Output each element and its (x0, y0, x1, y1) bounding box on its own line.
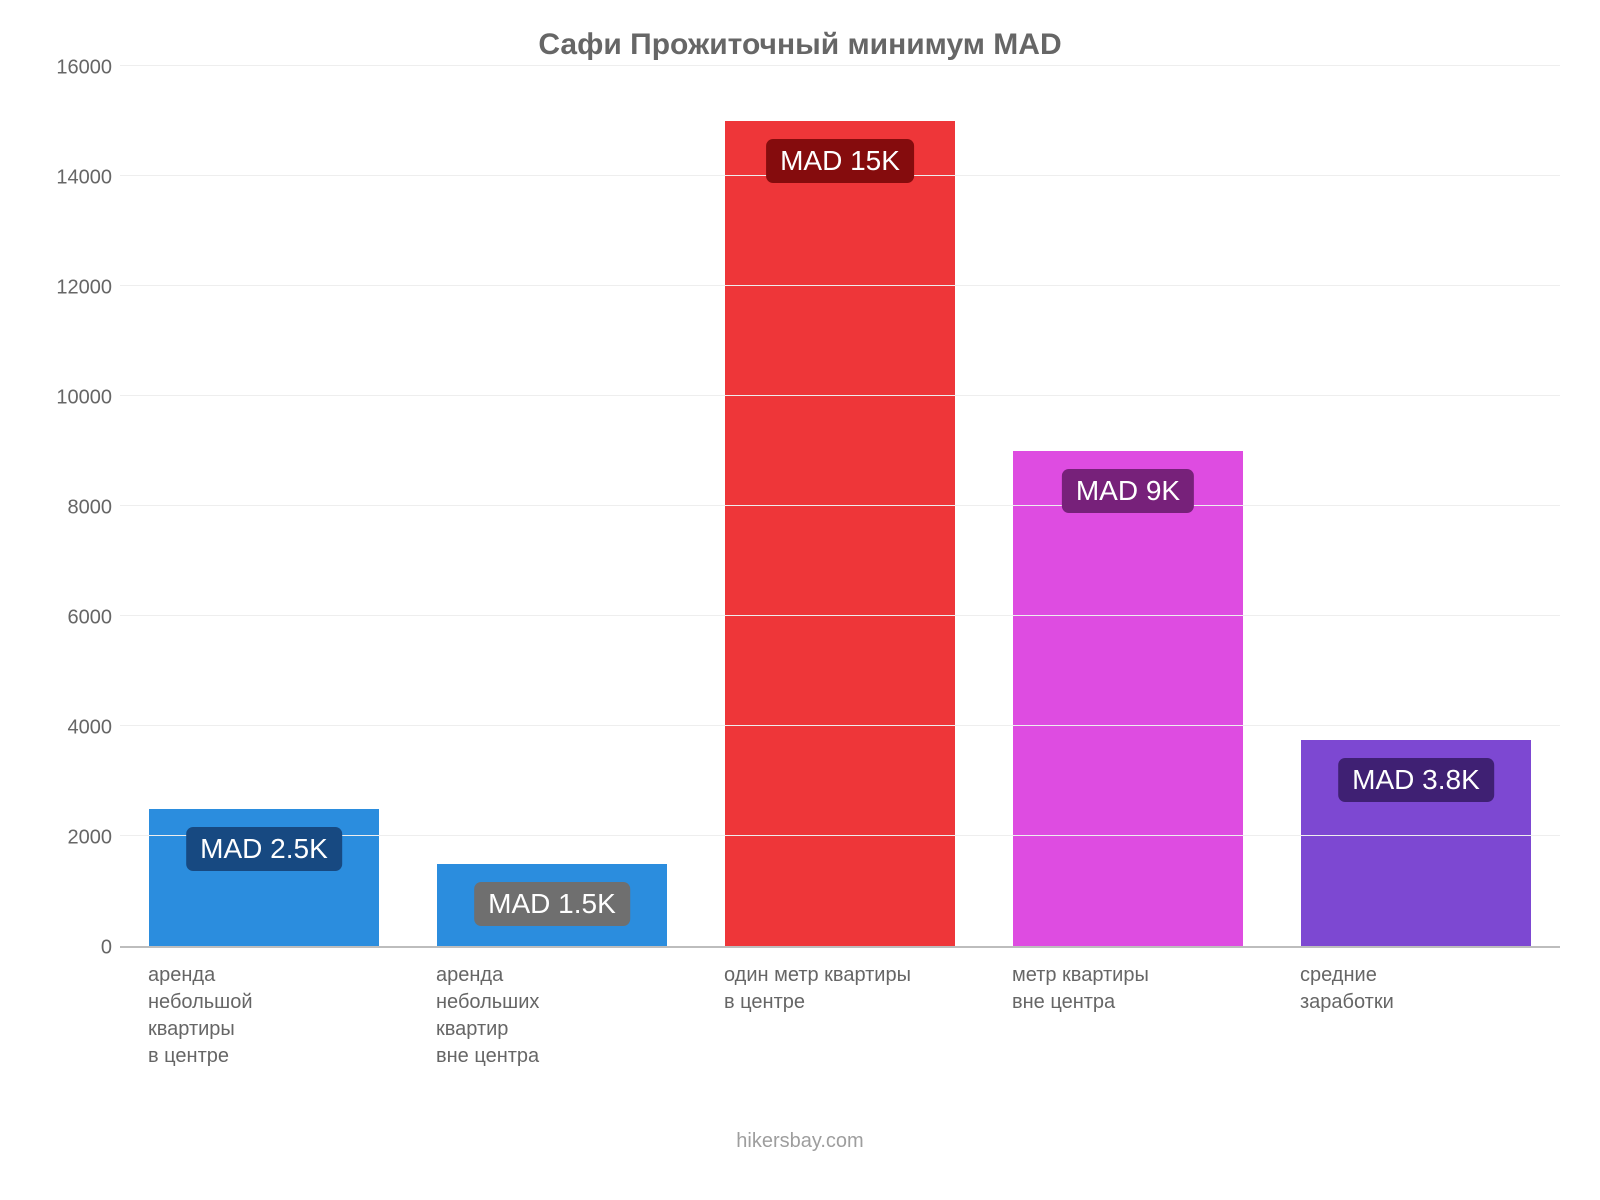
y-tick-label: 6000 (68, 607, 113, 630)
x-axis: аренданебольшойквартирыв центреаренданеб… (120, 962, 1560, 1070)
x-axis-label-line: метр квартиры (1012, 962, 1262, 989)
bars-layer: MAD 2.5K MAD 1.5K MAD 15K MAD 9K MAD 3.8K (120, 68, 1560, 946)
x-axis-label-line: квартир (436, 1016, 686, 1043)
bar-slot: MAD 9K (984, 68, 1272, 946)
x-axis-label-line: аренда (436, 962, 686, 989)
x-axis-label-line: квартиры (148, 1016, 398, 1043)
y-tick-label: 4000 (68, 717, 113, 740)
bar-slot: MAD 3.8K (1272, 68, 1560, 946)
y-tick-label: 14000 (56, 167, 112, 190)
value-badge: MAD 15K (766, 139, 914, 183)
x-axis-label-line: в центре (148, 1043, 398, 1070)
value-badge: MAD 2.5K (186, 827, 342, 871)
chart-container: Сафи Прожиточный минимум MAD 0 2000 4000 60… (0, 0, 1600, 1200)
x-axis-label-line: небольшой (148, 989, 398, 1016)
y-tick-label: 12000 (56, 277, 112, 300)
value-badge: MAD 9K (1062, 469, 1194, 513)
x-axis-label: один метр квартирыв центре (696, 962, 984, 1070)
bar-slot: MAD 15K (696, 68, 984, 946)
x-axis-label: метр квартирывне центра (984, 962, 1272, 1070)
x-axis-label-line: вне центра (436, 1043, 686, 1070)
x-axis-label-line: средние (1300, 962, 1550, 989)
plot-area: MAD 2.5K MAD 1.5K MAD 15K MAD 9K MAD 3.8K (120, 68, 1560, 948)
y-tick-label: 8000 (68, 497, 113, 520)
x-axis-label: аренданебольшойквартирыв центре (120, 962, 408, 1070)
y-tick-label: 16000 (56, 57, 112, 80)
value-badge: MAD 3.8K (1338, 758, 1494, 802)
bar: MAD 3.8K (1301, 740, 1531, 946)
y-tick-label: 2000 (68, 827, 113, 850)
bar-slot: MAD 1.5K (408, 68, 696, 946)
x-axis-label: средниезаработки (1272, 962, 1560, 1070)
y-tick-label: 10000 (56, 387, 112, 410)
y-tick-label: 0 (101, 937, 112, 960)
x-axis-label-line: заработки (1300, 989, 1550, 1016)
grid-line (120, 505, 1560, 506)
bar: MAD 9K (1013, 451, 1243, 946)
x-axis-label-line: один метр квартиры (724, 962, 974, 989)
bar: MAD 1.5K (437, 864, 667, 947)
grid-line (120, 725, 1560, 726)
grid-line (120, 615, 1560, 616)
x-axis-label-line: аренда (148, 962, 398, 989)
chart-title: Сафи Прожиточный минимум MAD (40, 28, 1560, 62)
x-axis-label-line: вне центра (1012, 989, 1262, 1016)
chart-area: 0200040006000800010000120001400016000 MA… (40, 68, 1560, 1070)
x-axis-label-line: в центре (724, 989, 974, 1016)
bar-slot: MAD 2.5K (120, 68, 408, 946)
value-badge: MAD 1.5K (474, 882, 630, 926)
bar: MAD 2.5K (149, 809, 379, 947)
bar: MAD 15K (725, 121, 955, 946)
grid-line (120, 395, 1560, 396)
grid-line (120, 285, 1560, 286)
x-axis-label-line: небольших (436, 989, 686, 1016)
attribution-text: hikersbay.com (40, 1130, 1560, 1153)
x-axis-label: аренданебольшихквартирвне центра (408, 962, 696, 1070)
y-axis: 0200040006000800010000120001400016000 (40, 68, 120, 948)
grid-line (120, 65, 1560, 66)
